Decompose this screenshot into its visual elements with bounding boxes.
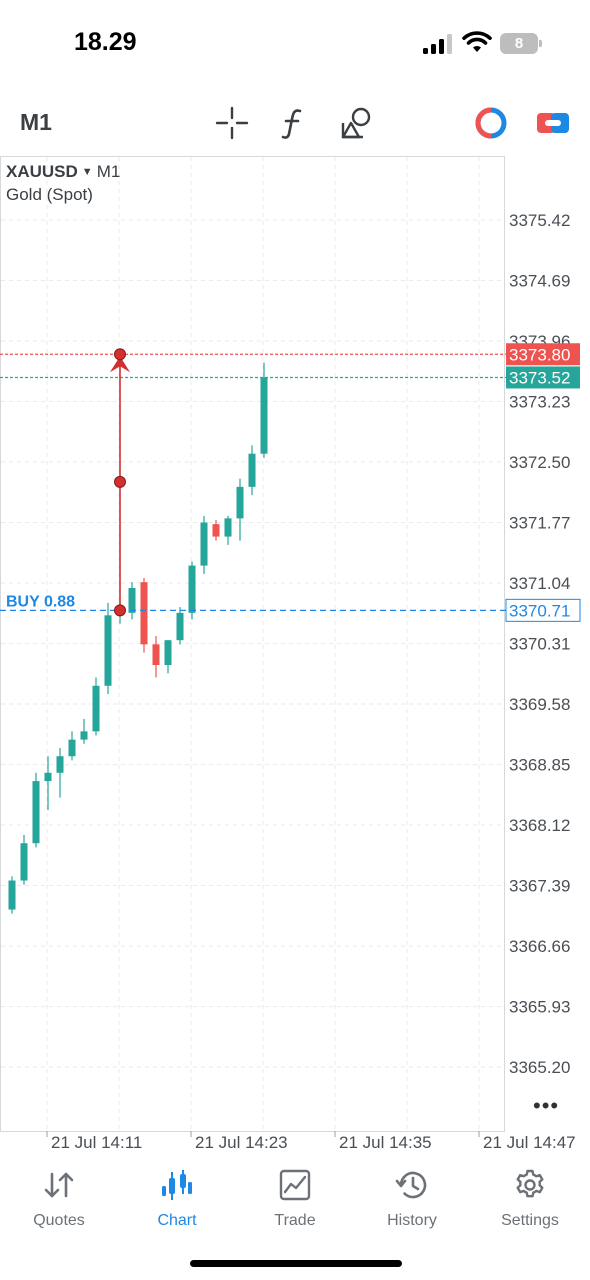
nav-history[interactable]: History	[357, 1160, 467, 1230]
candle-body	[164, 640, 172, 666]
quotes-icon	[44, 1172, 74, 1198]
candle-body	[224, 518, 232, 537]
symbol-timeframe: M1	[96, 162, 121, 181]
ask-price-tag	[506, 343, 580, 366]
candle-body	[236, 486, 244, 519]
time-tick-label: 21 Jul 14:23	[195, 1133, 288, 1152]
price-tick-label: 3372.50	[509, 453, 570, 472]
candle-body	[200, 522, 208, 566]
home-indicator	[190, 1260, 402, 1267]
battery-icon: 8	[500, 33, 542, 54]
price-tick-label: 3371.04	[509, 574, 570, 593]
wifi-icon	[462, 31, 492, 52]
nav-history-label: History	[387, 1212, 437, 1229]
nav-trade-label: Trade	[274, 1212, 316, 1229]
price-tick-label: 3374.69	[509, 272, 570, 291]
measure-handle[interactable]	[114, 348, 126, 361]
candle-body	[128, 587, 136, 613]
price-tick-label: 3366.66	[509, 937, 570, 956]
symbol-name: XAUUSD	[6, 162, 78, 181]
bid-price-tag	[506, 366, 580, 389]
candle-body	[248, 453, 256, 487]
candle-body	[92, 685, 100, 732]
price-tick-label: 3365.93	[509, 998, 570, 1017]
measure-arrowhead	[110, 356, 130, 373]
candle-body	[140, 582, 148, 645]
battery-level: 8	[514, 35, 524, 52]
indicators-icon[interactable]	[274, 103, 314, 143]
nav-trade[interactable]: Trade	[240, 1160, 350, 1230]
candle-body	[44, 772, 52, 782]
history-icon	[395, 1171, 427, 1199]
chart-icon	[162, 1170, 192, 1200]
symbol-header[interactable]: XAUUSD ▼ M1	[6, 162, 120, 182]
time-tick-label: 21 Jul 14:35	[339, 1133, 432, 1152]
status-bar: 18.29 8	[0, 0, 590, 90]
candle-body	[56, 756, 64, 773]
bottom-navigation: Quotes Chart Trade History	[0, 1160, 590, 1260]
nav-quotes[interactable]: Quotes	[4, 1160, 114, 1230]
price-tick-label: 3368.12	[509, 816, 570, 835]
nav-chart[interactable]: Chart	[122, 1160, 232, 1230]
position-price-tag	[505, 598, 581, 622]
more-options-icon[interactable]: •••	[533, 1093, 560, 1118]
price-tick-label: 3373.23	[509, 393, 570, 412]
objects-icon[interactable]	[337, 103, 377, 143]
nav-quotes-label: Quotes	[33, 1212, 85, 1229]
measure-handle[interactable]	[114, 475, 126, 488]
settings-icon	[516, 1169, 544, 1198]
time-tick-label: 21 Jul 14:47	[483, 1133, 576, 1152]
symbol-description: Gold (Spot)	[6, 185, 93, 204]
symbol-dropdown-icon[interactable]: ▼	[81, 166, 93, 178]
status-time: 18.29	[74, 28, 137, 56]
candle-body	[176, 612, 184, 641]
candle-body	[104, 615, 112, 686]
candle-body	[20, 843, 28, 881]
candle-body	[188, 565, 196, 613]
chart-switch-icon[interactable]	[533, 103, 573, 143]
candle-body	[32, 781, 40, 844]
ask-price-tag-label: 3373.80	[509, 345, 570, 364]
price-chart[interactable]: 3375.42 3374.69 3373.96 3373.23 3372.50 3371.…	[0, 156, 590, 1156]
nav-chart-label: Chart	[157, 1212, 197, 1229]
bid-price-tag-label: 3373.52	[509, 368, 570, 387]
trade-toggle-icon[interactable]	[471, 103, 511, 143]
position-price-tag-label: 3370.71	[509, 601, 570, 620]
candle-body	[68, 739, 76, 757]
cellular-signal-icon	[423, 34, 453, 54]
candle-body	[8, 880, 16, 910]
chart-toolbar: M1	[0, 95, 590, 151]
price-tick-label: 3367.39	[509, 877, 570, 896]
timeframe-button[interactable]: M1	[20, 109, 52, 135]
nav-settings[interactable]: Settings	[475, 1160, 585, 1230]
price-tick-label: 3365.20	[509, 1058, 570, 1077]
chart-canvas[interactable]: 3375.423374.693373.963373.233372.503371.…	[0, 156, 590, 1156]
price-tick-label: 3375.42	[509, 211, 570, 230]
measure-handle[interactable]	[114, 604, 126, 617]
candle-body	[80, 731, 88, 740]
candle-body	[152, 644, 160, 666]
candle-body	[260, 377, 268, 454]
price-tick-label: 3369.58	[509, 695, 570, 714]
trade-icon	[279, 1169, 311, 1201]
time-tick-label: 21 Jul 14:11	[51, 1133, 142, 1152]
price-tick-label: 3370.31	[509, 635, 570, 654]
candle-body	[212, 524, 220, 537]
price-tick-label: 3371.77	[509, 514, 570, 533]
position-label[interactable]: BUY 0.88	[6, 593, 75, 610]
nav-settings-label: Settings	[501, 1212, 559, 1229]
price-tick-label: 3368.85	[509, 756, 570, 775]
crosshair-icon[interactable]	[212, 103, 252, 143]
